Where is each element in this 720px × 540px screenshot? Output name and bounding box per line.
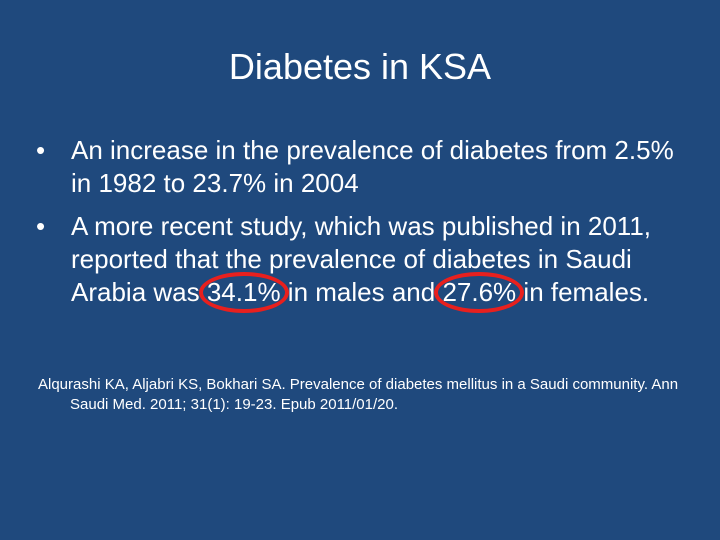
highlight-text: 34.1%	[206, 277, 281, 307]
bullet-item: • An increase in the prevalence of diabe…	[36, 134, 696, 200]
bullet-text-part: in females.	[516, 277, 650, 307]
highlight-text: 27.6%	[442, 277, 517, 307]
reference-citation: Alqurashi KA, Aljabri KS, Bokhari SA. Pr…	[38, 376, 679, 413]
bullet-dot: •	[36, 211, 46, 241]
bullet-text: An increase in the prevalence of diabete…	[71, 135, 674, 198]
bullet-list: • An increase in the prevalence of diabe…	[36, 134, 696, 319]
highlighted-value-females: 27.6%	[434, 272, 525, 313]
bullet-text-part: A more recent study, which was published…	[71, 211, 652, 307]
slide-title: Diabetes in KSA	[228, 46, 492, 87]
bullet-dot: •	[36, 135, 46, 165]
bullet-item: • A more recent study, which was publish…	[36, 210, 696, 313]
highlighted-value-males: 34.1%	[198, 272, 289, 313]
bullet-text-part: in males and	[280, 277, 443, 307]
